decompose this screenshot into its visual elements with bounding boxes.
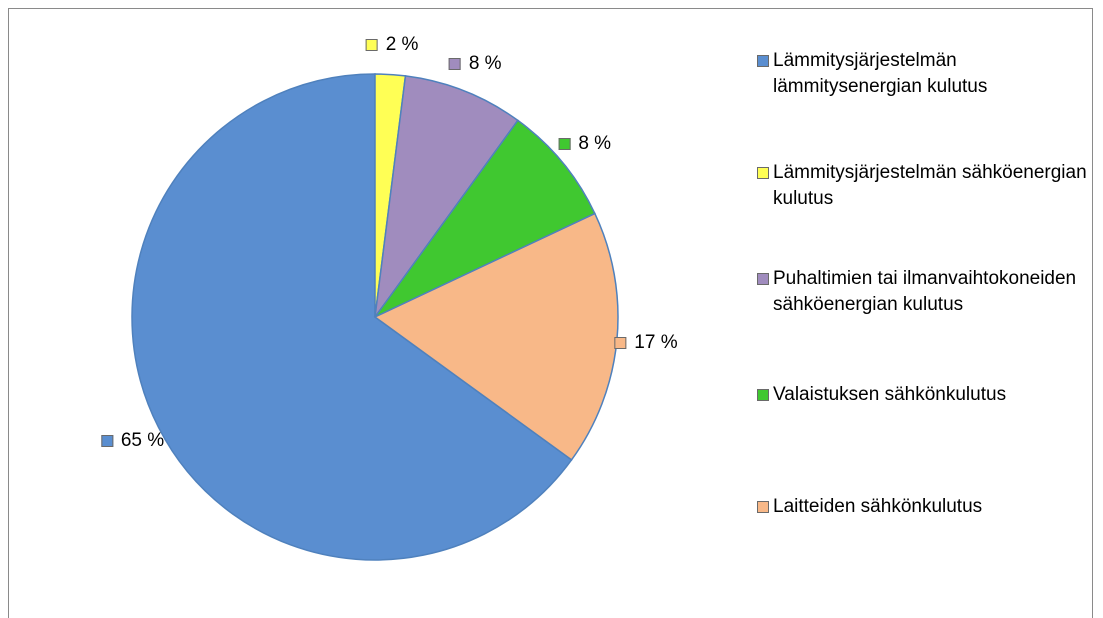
label-swatch xyxy=(558,137,571,150)
legend-entry: Laitteiden sähkönkulutus xyxy=(757,494,1087,520)
data-label-text: 65 % xyxy=(120,429,165,451)
legend-text: Laitteiden sähkönkulutus xyxy=(773,496,983,517)
data-label: 2 % xyxy=(365,34,419,56)
label-swatch xyxy=(448,57,461,70)
label-swatch xyxy=(365,39,378,52)
legend-text: Lämmitysjärjestelmän sähköenergian kulut… xyxy=(773,162,1087,209)
legend-entry: Lämmitysjärjestelmän lämmitysenergian ku… xyxy=(757,48,1087,100)
legend-entry: Valaistuksen sähkönkulutus xyxy=(757,382,1087,408)
data-label: 8 % xyxy=(558,133,611,155)
legend-swatch xyxy=(757,55,769,67)
data-label-text: 8 % xyxy=(578,132,612,154)
data-label: 17 % xyxy=(614,331,678,354)
chart-frame xyxy=(8,8,1093,618)
legend-entry: Puhaltimien tai ilmanvaihtokoneiden sähk… xyxy=(757,266,1087,318)
legend-swatch xyxy=(757,167,769,179)
label-swatch xyxy=(614,336,627,349)
data-label-text: 17 % xyxy=(634,331,678,353)
label-swatch xyxy=(100,434,113,447)
data-label-text: 8 % xyxy=(468,52,502,74)
data-label: 65 % xyxy=(100,429,165,452)
pie-slice xyxy=(374,75,519,318)
data-label: 8 % xyxy=(448,52,502,75)
legend-text: Lämmitysjärjestelmän lämmitysenergian ku… xyxy=(773,50,988,97)
pie-slice xyxy=(374,119,596,318)
legend-swatch xyxy=(757,273,769,285)
legend-swatch xyxy=(757,389,769,401)
pie-slice xyxy=(131,73,573,561)
legend-text: Valaistuksen sähkönkulutus xyxy=(773,384,1007,405)
legend-swatch xyxy=(757,501,769,513)
data-label-text: 2 % xyxy=(385,34,419,56)
legend-text: Puhaltimien tai ilmanvaihtokoneiden sähk… xyxy=(773,268,1077,315)
legend-entry: Lämmitysjärjestelmän sähköenergian kulut… xyxy=(757,160,1087,212)
